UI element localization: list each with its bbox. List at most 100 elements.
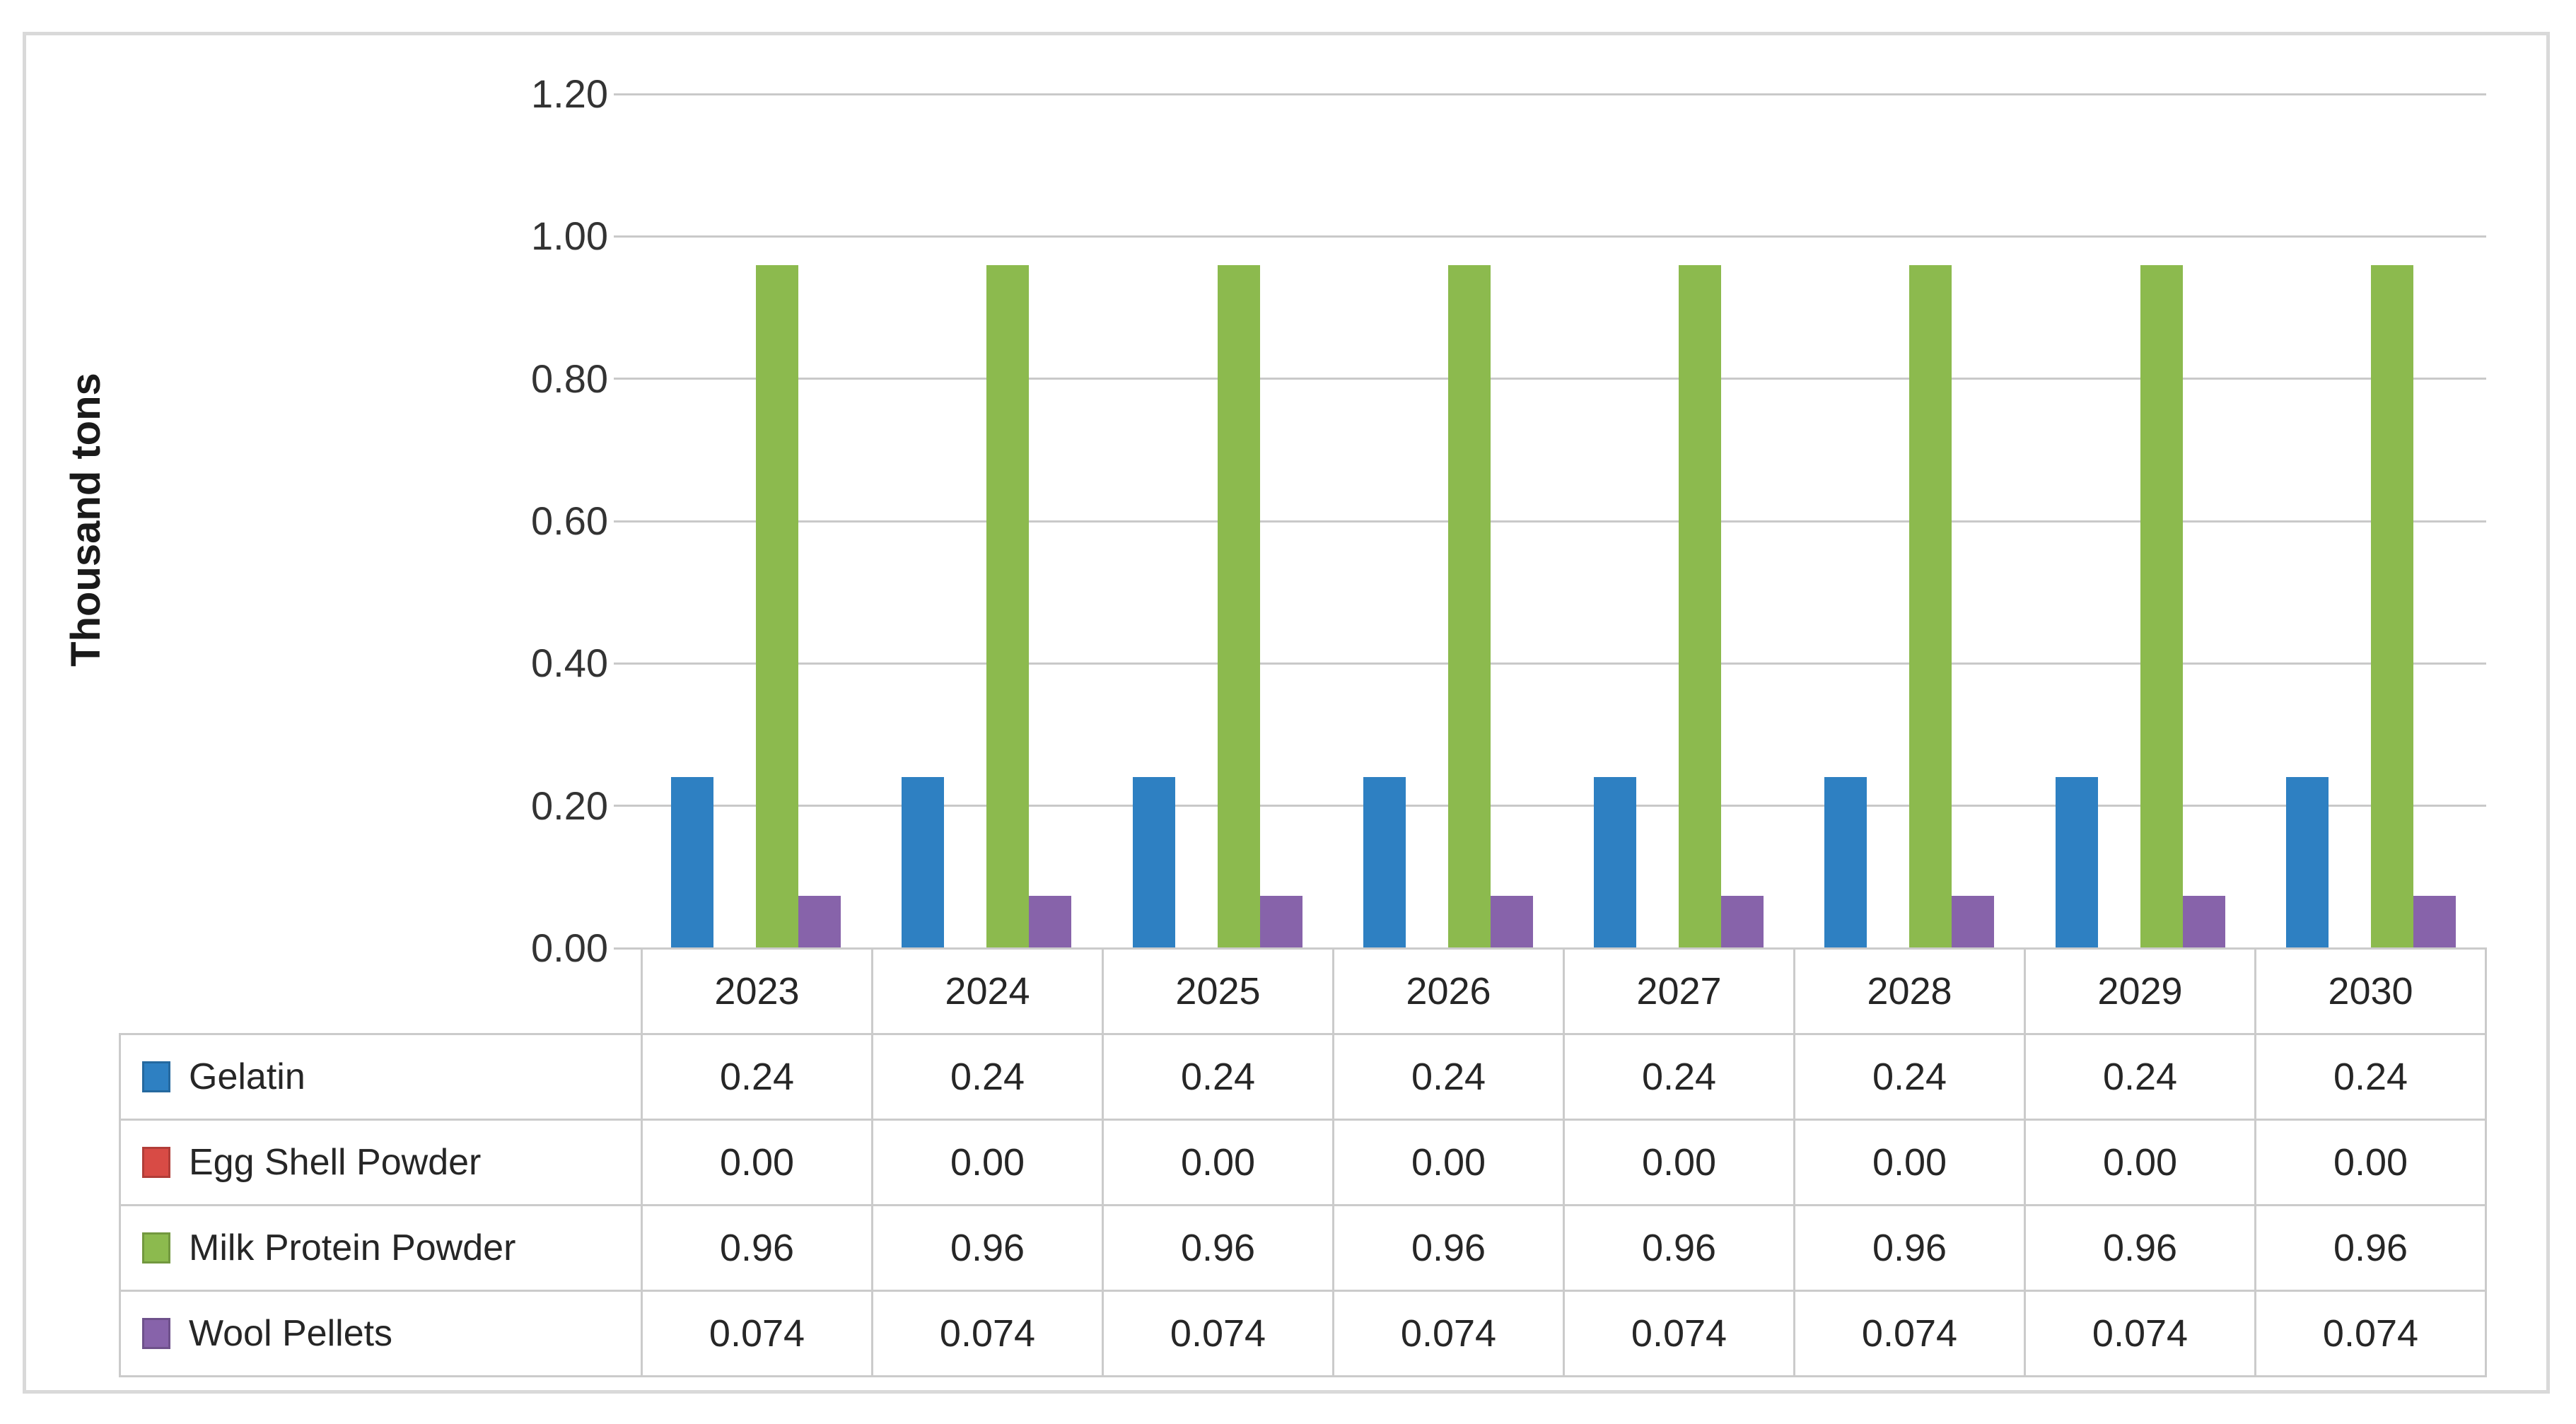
data-table: 2023 2024 2025 2026 2027 2028 2029 2030 Gelatin 0… (119, 947, 2487, 1377)
value-cell-milk-protein-powder-2029: 0.96 (2024, 1204, 2256, 1292)
bar-gelatin-2025 (1132, 777, 1175, 948)
series-name-label: Egg Shell Powder (189, 1142, 482, 1183)
bar-gelatin-2030 (2285, 777, 2329, 948)
y-axis-tick-label: 1.20 (531, 71, 608, 116)
bar-wool-pellets-2023 (798, 895, 841, 948)
bar-milk-protein-powder-2026 (1447, 264, 1491, 948)
y-axis-tick (614, 93, 641, 95)
y-axis-tick (614, 520, 641, 523)
value-cell-gelatin-2030: 0.24 (2254, 1033, 2487, 1121)
value-cell-wool-pellets-2028: 0.074 (1793, 1290, 2026, 1377)
bar-gelatin-2029 (2055, 777, 2098, 948)
series-name-label: Wool Pellets (189, 1313, 393, 1354)
value-cell-wool-pellets-2029: 0.074 (2024, 1290, 2256, 1377)
y-axis-tick-label: 0.40 (531, 641, 608, 686)
legend-swatch-icon-milk-protein-powder (142, 1232, 170, 1263)
bar-wool-pellets-2030 (2413, 895, 2456, 948)
legend-swatch-icon-wool-pellets (142, 1318, 170, 1349)
value-cell-gelatin-2027: 0.24 (1563, 1033, 1795, 1121)
y-axis-tick (614, 947, 641, 950)
table-row-wool-pellets: Wool Pellets 0.074 0.074 0.074 0.074 0.074 0.0… (119, 1290, 2487, 1377)
table-corner-spacer (120, 949, 642, 1034)
legend-entry: Egg Shell Powder (121, 1141, 641, 1184)
value-cell-wool-pellets-2025: 0.074 (1102, 1290, 1334, 1377)
value-cell-milk-protein-powder-2025: 0.96 (1102, 1204, 1334, 1292)
value-cell-gelatin-2029: 0.24 (2024, 1033, 2256, 1121)
year-header-cell: 2029 (2024, 947, 2256, 1035)
y-axis-tick-label: 0.80 (531, 356, 608, 401)
value-cell-egg-shell-powder-2026: 0.00 (1332, 1119, 1565, 1206)
series-name-label: Milk Protein Powder (189, 1227, 516, 1268)
value-cell-egg-shell-powder-2025: 0.00 (1102, 1119, 1334, 1206)
bar-gelatin-2026 (1363, 777, 1406, 948)
year-header-cell: 2030 (2254, 947, 2487, 1035)
legend-entry: Gelatin (121, 1056, 641, 1098)
bar-milk-protein-powder-2023 (756, 264, 798, 948)
bar-gelatin-2024 (902, 777, 945, 948)
table-row-egg-shell-powder: Egg Shell Powder 0.00 0.00 0.00 0.00 0.00 0.00… (119, 1119, 2487, 1206)
value-cell-gelatin-2026: 0.24 (1332, 1033, 1565, 1121)
series-name-label: Gelatin (189, 1056, 305, 1097)
bar-gelatin-2027 (1594, 777, 1636, 948)
value-cell-egg-shell-powder-2024: 0.00 (871, 1119, 1104, 1206)
bar-wool-pellets-2024 (1029, 895, 1072, 948)
value-cell-milk-protein-powder-2027: 0.96 (1563, 1204, 1795, 1292)
bar-gelatin-2023 (671, 777, 713, 948)
legend-cell-gelatin: Gelatin (119, 1033, 643, 1121)
y-axis-tick (614, 378, 641, 380)
gridline (641, 805, 2486, 807)
legend-entry: Milk Protein Powder (121, 1227, 641, 1269)
bar-wool-pellets-2029 (2182, 895, 2225, 948)
bar-gelatin-2028 (1824, 777, 1867, 948)
value-cell-wool-pellets-2024: 0.074 (871, 1290, 1104, 1377)
year-header-cell: 2025 (1102, 947, 1334, 1035)
bar-wool-pellets-2026 (1490, 895, 1533, 948)
value-cell-wool-pellets-2023: 0.074 (641, 1290, 873, 1377)
table-header-row: 2023 2024 2025 2026 2027 2028 2029 2030 (120, 947, 2487, 1035)
bar-milk-protein-powder-2024 (986, 264, 1030, 948)
bar-wool-pellets-2027 (1721, 895, 1764, 948)
value-cell-gelatin-2023: 0.24 (641, 1033, 873, 1121)
y-axis-tick (614, 235, 641, 238)
legend-entry: Wool Pellets (121, 1312, 641, 1355)
value-cell-egg-shell-powder-2030: 0.00 (2254, 1119, 2487, 1206)
bar-milk-protein-powder-2027 (1679, 264, 1721, 948)
year-header-cell: 2024 (871, 947, 1104, 1035)
value-cell-milk-protein-powder-2023: 0.96 (641, 1204, 873, 1292)
y-axis-tick-label: 0.60 (531, 498, 608, 543)
legend-cell-egg-shell-powder: Egg Shell Powder (119, 1119, 643, 1206)
gridline (641, 235, 2486, 238)
value-cell-milk-protein-powder-2026: 0.96 (1332, 1204, 1565, 1292)
y-axis-tick-label: 0.20 (531, 783, 608, 828)
gridline (641, 662, 2486, 665)
y-axis-tick-label: 0.00 (531, 926, 608, 970)
table-row-milk-protein-powder: Milk Protein Powder 0.96 0.96 0.96 0.96 0.96 0… (119, 1204, 2487, 1292)
gridline (641, 93, 2486, 95)
gridline (641, 520, 2486, 523)
year-header-cell: 2023 (641, 947, 873, 1035)
bar-milk-protein-powder-2025 (1217, 264, 1260, 948)
value-cell-egg-shell-powder-2023: 0.00 (641, 1119, 873, 1206)
bar-milk-protein-powder-2030 (2370, 264, 2413, 948)
year-header-cell: 2028 (1793, 947, 2026, 1035)
legend-swatch-icon-gelatin (142, 1061, 170, 1092)
value-cell-gelatin-2024: 0.24 (871, 1033, 1104, 1121)
value-cell-egg-shell-powder-2029: 0.00 (2024, 1119, 2256, 1206)
table-row-gelatin: Gelatin 0.24 0.24 0.24 0.24 0.24 0.24 0.24 0.24 (119, 1033, 2487, 1121)
bar-milk-protein-powder-2028 (1909, 264, 1952, 948)
value-cell-milk-protein-powder-2028: 0.96 (1793, 1204, 2026, 1292)
y-axis-title: Thousand tons (63, 373, 109, 667)
year-header-cell: 2027 (1563, 947, 1795, 1035)
legend-cell-wool-pellets: Wool Pellets (119, 1290, 643, 1377)
y-axis-tick-label: 1.00 (531, 214, 608, 259)
gridline (641, 378, 2486, 380)
value-cell-gelatin-2028: 0.24 (1793, 1033, 2026, 1121)
bar-wool-pellets-2025 (1259, 895, 1302, 948)
value-cell-milk-protein-powder-2024: 0.96 (871, 1204, 1104, 1292)
legend-cell-milk-protein-powder: Milk Protein Powder (119, 1204, 643, 1292)
value-cell-wool-pellets-2026: 0.074 (1332, 1290, 1565, 1377)
value-cell-gelatin-2025: 0.24 (1102, 1033, 1334, 1121)
legend-swatch-icon-egg-shell-powder (142, 1147, 170, 1178)
value-cell-milk-protein-powder-2030: 0.96 (2254, 1204, 2487, 1292)
